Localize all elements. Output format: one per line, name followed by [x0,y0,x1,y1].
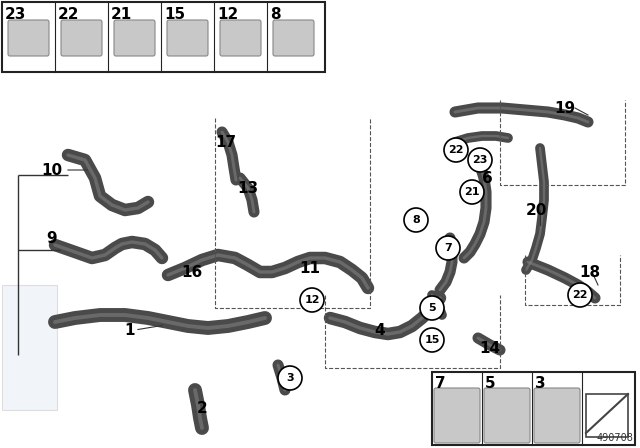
Circle shape [278,366,302,390]
Text: 13: 13 [237,181,259,195]
Text: 22: 22 [58,7,79,22]
FancyBboxPatch shape [434,388,480,443]
Text: 7: 7 [435,376,445,391]
Text: 15: 15 [424,335,440,345]
FancyBboxPatch shape [534,388,580,443]
Text: 22: 22 [448,145,464,155]
Text: 3: 3 [535,376,546,391]
Text: 12: 12 [217,7,238,22]
Text: 15: 15 [164,7,185,22]
Text: 23: 23 [472,155,488,165]
Text: 1: 1 [125,323,135,337]
Text: 4: 4 [374,323,385,337]
Text: 9: 9 [47,231,58,246]
Text: 19: 19 [554,100,575,116]
Text: 3: 3 [286,373,294,383]
Text: 17: 17 [216,134,237,150]
Circle shape [420,328,444,352]
Text: 10: 10 [42,163,63,177]
FancyBboxPatch shape [8,20,49,56]
Circle shape [460,180,484,204]
Text: 6: 6 [482,171,492,185]
Circle shape [420,296,444,320]
FancyBboxPatch shape [273,20,314,56]
Bar [2,2,325,72]
FancyBboxPatch shape [220,20,261,56]
Text: 22: 22 [572,290,588,300]
Text: 21: 21 [111,7,132,22]
Circle shape [436,236,460,260]
Text: 16: 16 [181,264,203,280]
Text: 21: 21 [464,187,480,197]
Bar [586,394,628,437]
FancyBboxPatch shape [61,20,102,56]
Bar [432,372,635,445]
Text: 23: 23 [5,7,26,22]
Circle shape [468,148,492,172]
Bar [2,285,57,410]
FancyBboxPatch shape [167,20,208,56]
Circle shape [404,208,428,232]
FancyBboxPatch shape [484,388,530,443]
Text: 5: 5 [428,303,436,313]
Circle shape [568,283,592,307]
Text: 8: 8 [412,215,420,225]
Circle shape [444,138,468,162]
Text: 20: 20 [525,202,547,217]
Text: 7: 7 [444,243,452,253]
Text: 11: 11 [300,260,321,276]
Text: 490708: 490708 [596,433,633,443]
Text: 18: 18 [579,264,600,280]
Text: 2: 2 [196,401,207,415]
Text: 12: 12 [304,295,320,305]
Circle shape [300,288,324,312]
Text: 14: 14 [479,340,500,356]
Text: 8: 8 [270,7,280,22]
Text: 5: 5 [485,376,495,391]
FancyBboxPatch shape [114,20,155,56]
